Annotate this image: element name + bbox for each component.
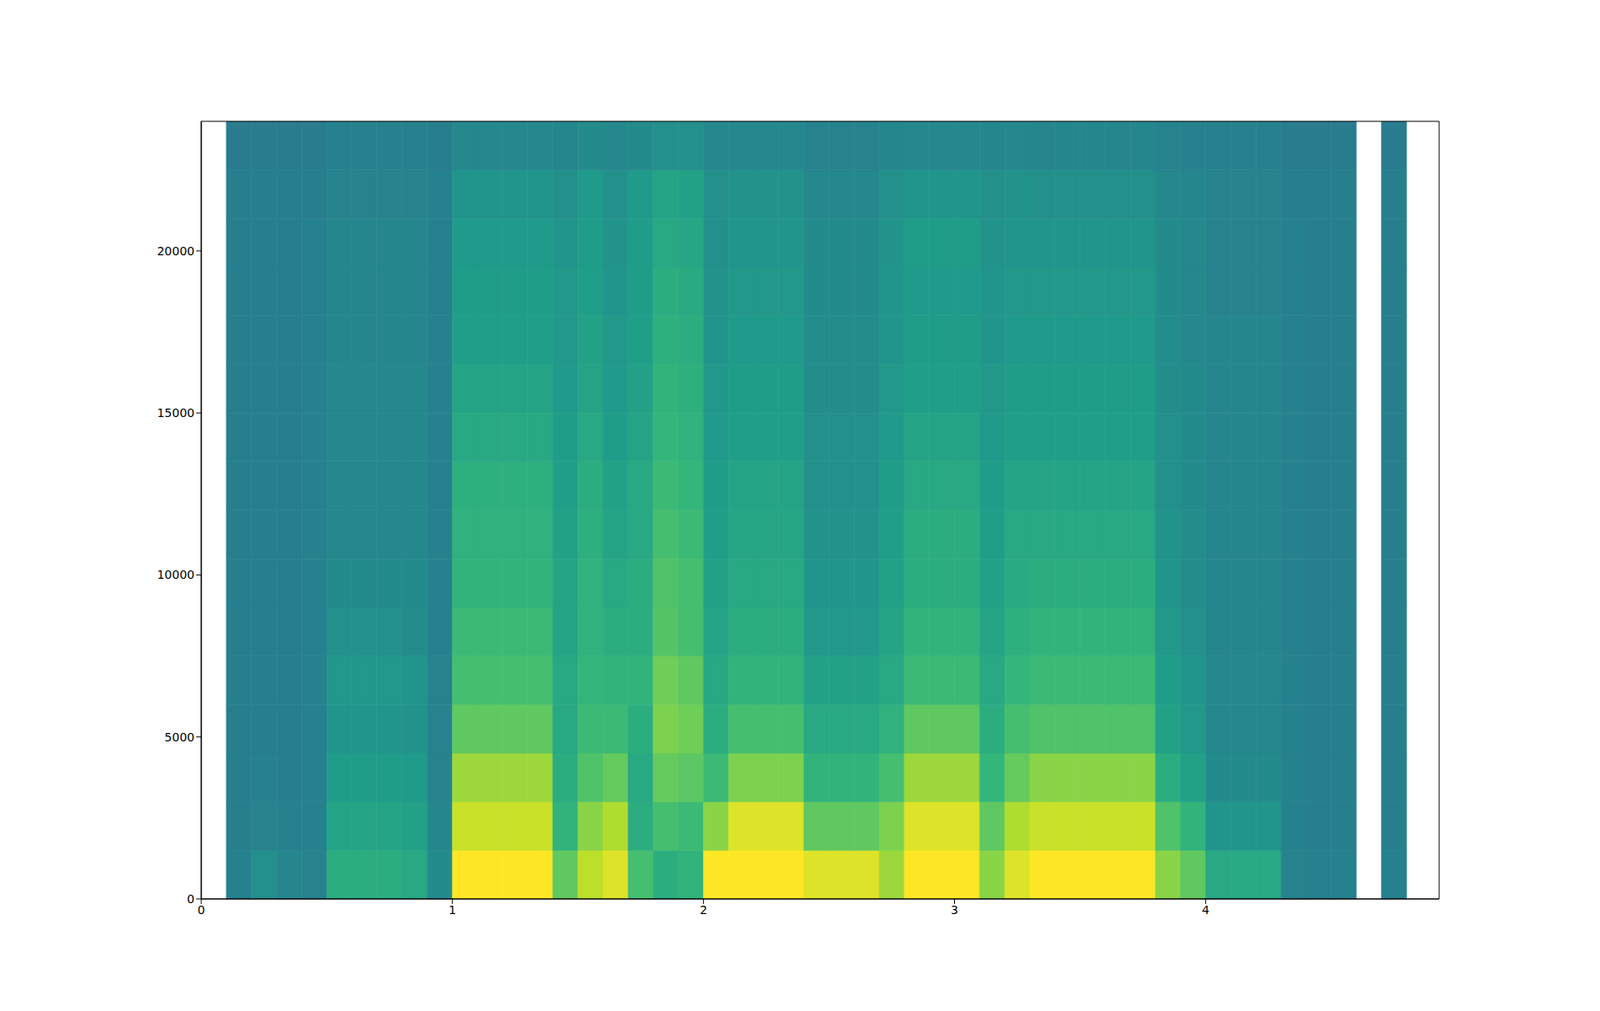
svg-text:5000: 5000 — [164, 730, 195, 744]
svg-text:10000: 10000 — [156, 567, 195, 582]
svg-text:0: 0 — [197, 902, 206, 917]
svg-text:0: 0 — [186, 891, 195, 906]
svg-text:4: 4 — [1201, 902, 1210, 917]
svg-text:20000: 20000 — [156, 244, 195, 258]
svg-text:15000: 15000 — [156, 405, 195, 420]
svg-text:3: 3 — [950, 902, 959, 917]
svg-text:2: 2 — [699, 902, 708, 917]
svg-text:1: 1 — [448, 902, 457, 917]
